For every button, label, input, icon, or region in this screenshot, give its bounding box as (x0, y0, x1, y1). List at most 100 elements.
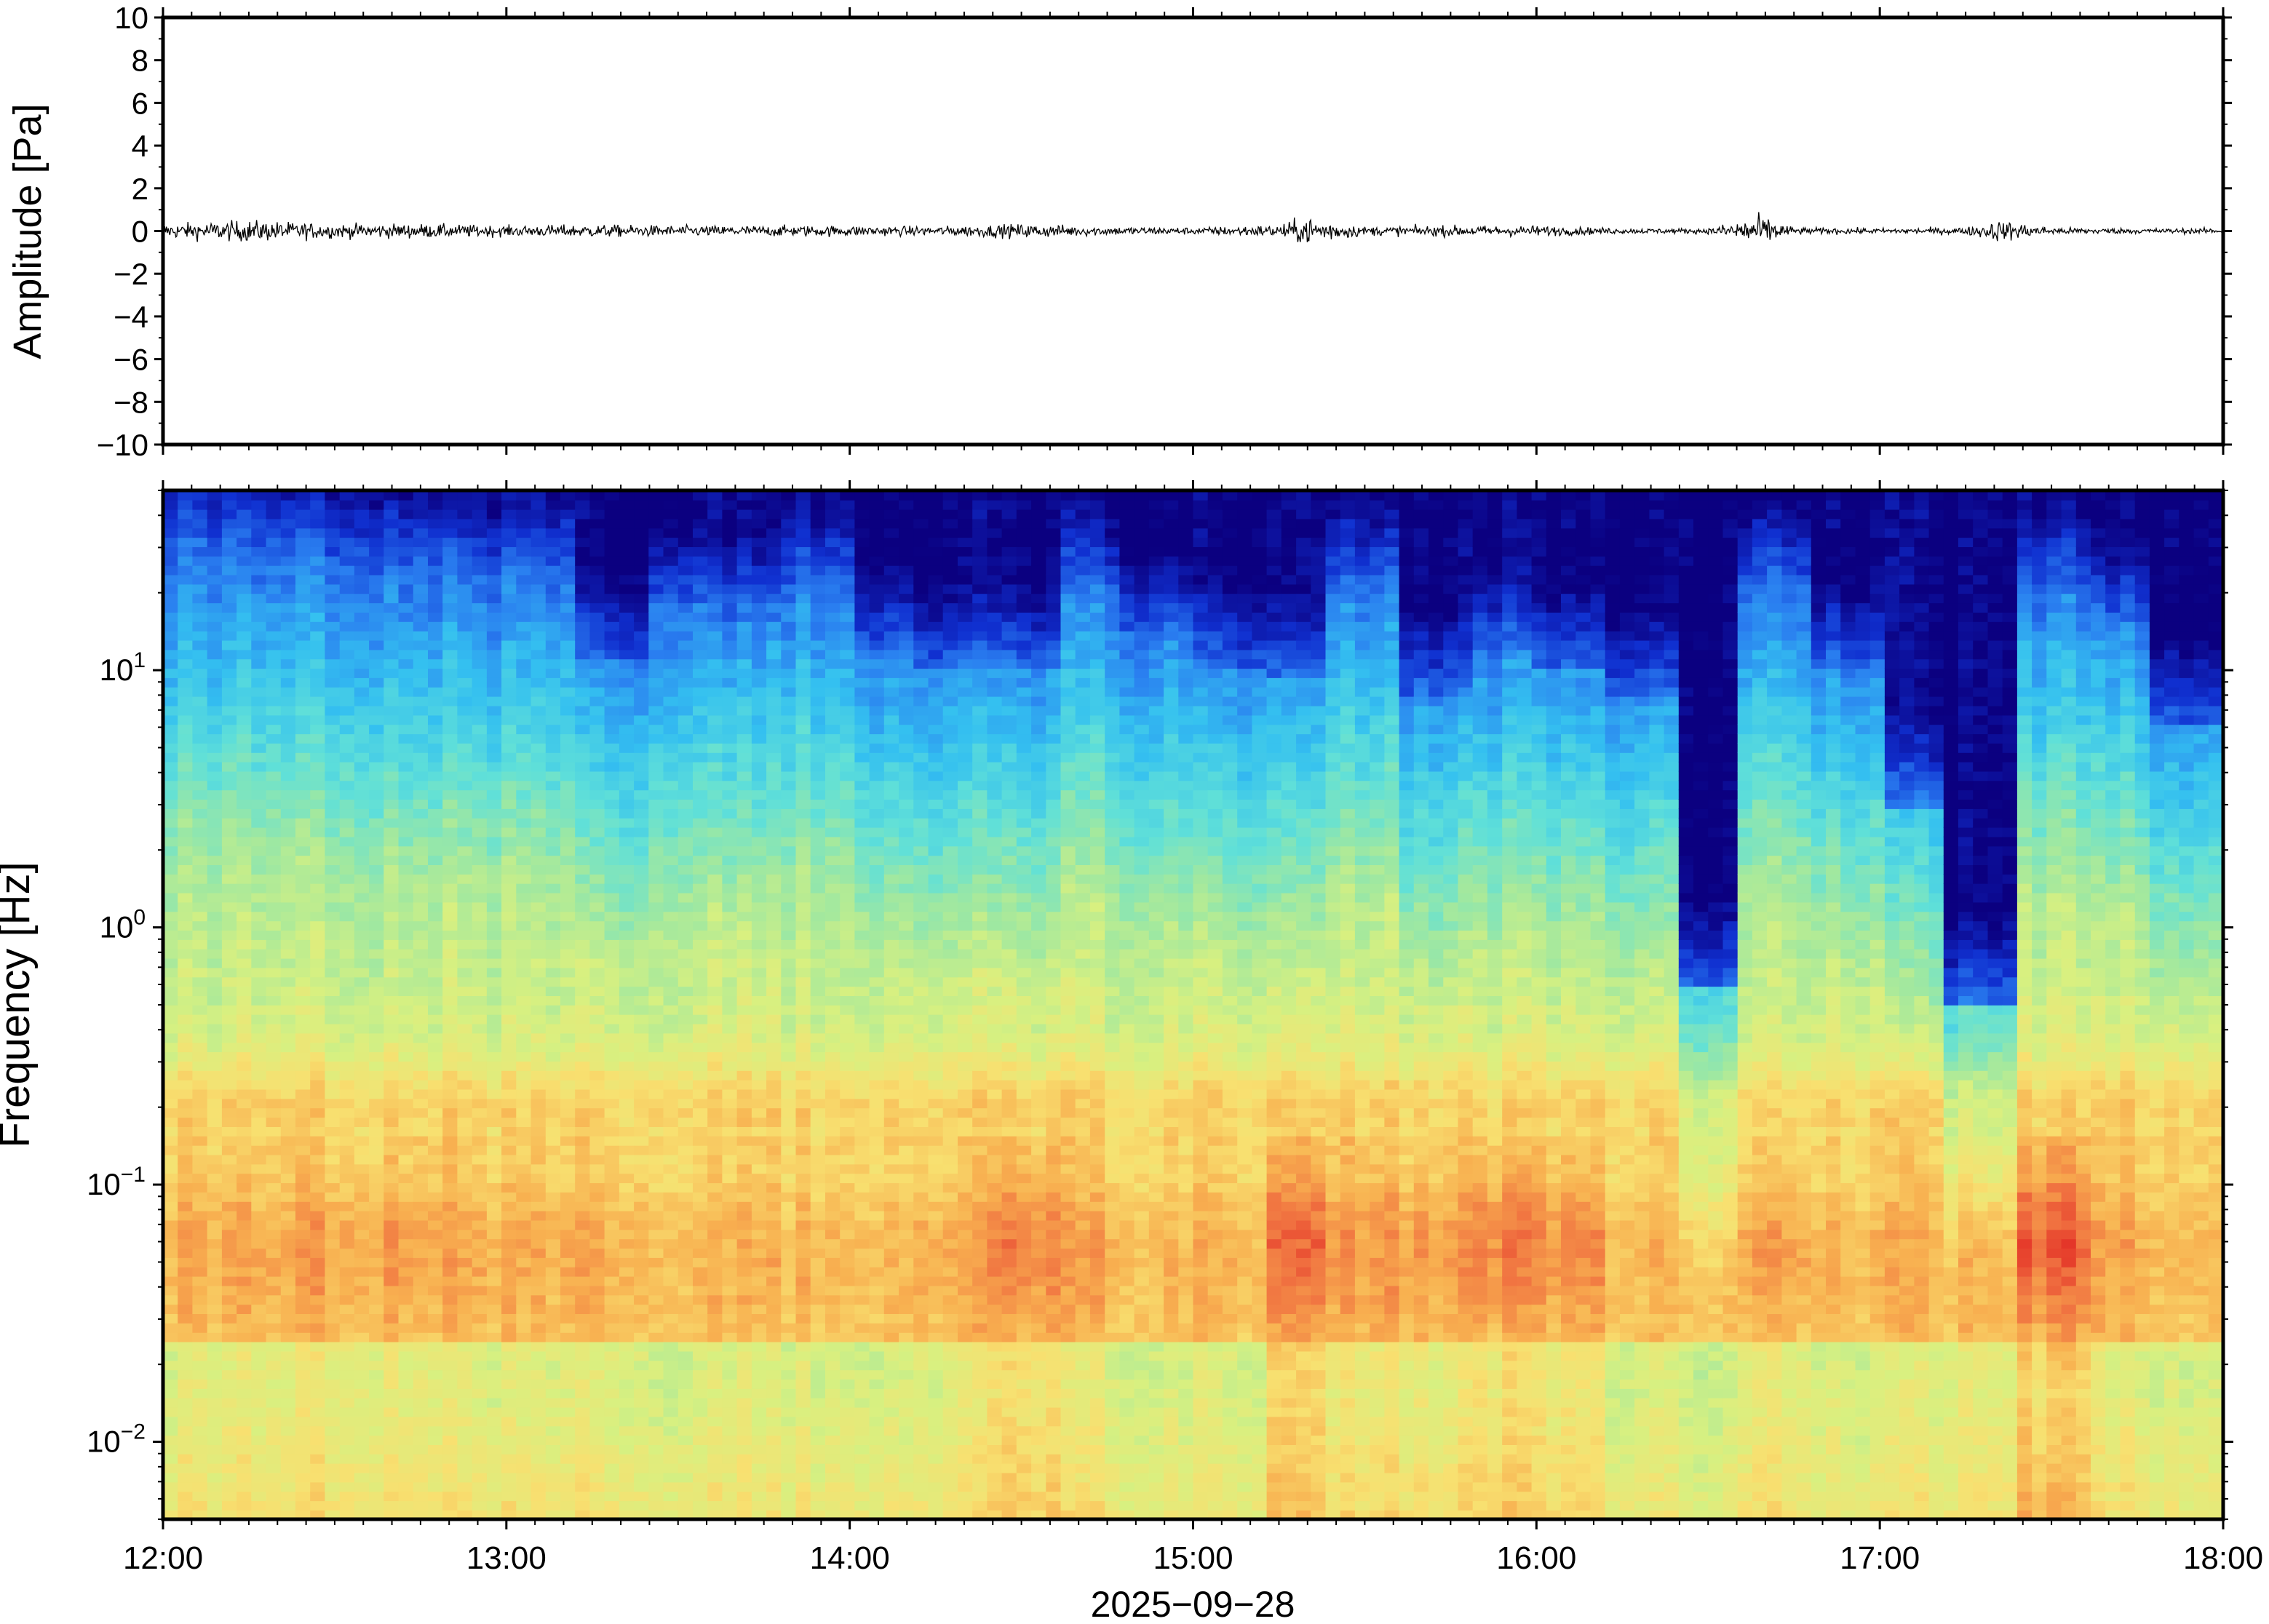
spectrogram-cell (413, 1462, 429, 1473)
spectrogram-cell (221, 780, 237, 791)
spectrogram-cell (516, 1500, 532, 1510)
spectrogram-cell (325, 1304, 341, 1314)
spectrogram-cell (619, 565, 635, 576)
spectrogram-cell (472, 1304, 488, 1314)
spectrogram-cell (339, 799, 355, 809)
spectrogram-cell (589, 1444, 605, 1454)
spectrogram-cell (237, 1304, 253, 1314)
spectrogram-cell (295, 1360, 311, 1371)
spectrogram-cell (266, 1275, 282, 1286)
spectrogram-cell (575, 640, 591, 650)
spectrogram-cell (736, 864, 752, 875)
spectrogram-cell (766, 995, 782, 1006)
spectrogram-cell (339, 696, 355, 706)
spectrogram-cell (589, 752, 605, 763)
spectrogram-cell (781, 1406, 797, 1417)
spectrogram-cell (604, 696, 620, 706)
spectrogram-cell (707, 1294, 723, 1305)
spectrogram-cell (295, 686, 311, 697)
spectrogram-cell (428, 1248, 443, 1258)
spectrogram-cell (516, 658, 532, 669)
spectrogram-cell (781, 1350, 797, 1361)
spectrogram-cell (560, 864, 576, 875)
spectrogram-cell (325, 1201, 341, 1211)
spectrogram-cell (486, 1210, 502, 1221)
spectrogram-cell (251, 789, 267, 800)
spectrogram-cell (221, 724, 237, 735)
spectrogram-cell (280, 1285, 296, 1296)
spectrogram-cell (457, 1173, 473, 1184)
spectrogram-cell (766, 528, 782, 538)
spectrogram-cell (604, 1182, 620, 1193)
spectrogram-cell (663, 1444, 679, 1454)
spectrogram-cell (575, 602, 591, 613)
spectrogram-cell (398, 1406, 414, 1417)
spectrogram-cell (766, 640, 782, 650)
spectrogram-cell (280, 1126, 296, 1137)
spectrogram-cell (663, 649, 679, 660)
spectrogram-cell (589, 1472, 605, 1483)
spectrogram-cell (178, 686, 194, 697)
spectrogram-cell (589, 1005, 605, 1015)
spectrogram-cell (178, 995, 194, 1006)
spectrogram-cell (398, 612, 414, 622)
spectrogram-cell (221, 490, 237, 501)
spectrogram-cell (707, 761, 723, 772)
spectrogram-cell (707, 1126, 723, 1137)
spectrogram-cell (207, 621, 223, 632)
spectrogram-cell (531, 696, 547, 706)
spectrogram-cell (619, 1313, 635, 1324)
spectrogram-cell (178, 883, 194, 893)
spectrogram-cell (369, 1454, 385, 1464)
spectrogram-cell (325, 1051, 341, 1062)
spectrogram-cell (163, 1032, 178, 1043)
spectrogram-cell (280, 1313, 296, 1324)
spectrogram-cell (501, 1304, 517, 1314)
spectrogram-cell (428, 1182, 443, 1193)
spectrogram-cell (442, 593, 458, 604)
spectrogram-cell (781, 724, 797, 735)
spectrogram-cell (442, 565, 458, 576)
spectrogram-cell (781, 1379, 797, 1389)
spectrogram-cell (531, 1510, 547, 1519)
spectrogram-cell (310, 612, 326, 622)
spectrogram-cell (339, 1500, 355, 1510)
spectrogram-cell (677, 677, 694, 688)
spectrogram-cell (207, 1051, 223, 1062)
spectrogram-cell (178, 1304, 194, 1314)
spectrogram-cell (545, 733, 561, 744)
spectrogram-cell (163, 537, 178, 547)
spectrogram-cell (442, 574, 458, 585)
spectrogram-cell (531, 1341, 547, 1352)
spectrogram-cell (589, 1275, 605, 1286)
spectrogram-cell (163, 1332, 178, 1342)
spectrogram-cell (707, 1201, 723, 1211)
spectrogram-cell (221, 1462, 237, 1473)
spectrogram-cell (384, 1266, 400, 1277)
spectrogram-cell (295, 528, 311, 538)
spectrogram-cell (221, 855, 237, 865)
spectrogram-cell (707, 1107, 723, 1118)
spectrogram-cell (339, 546, 355, 557)
spectrogram-cell (207, 986, 223, 996)
spectrogram-cell (634, 724, 650, 735)
spectrogram-cell (781, 1182, 797, 1193)
spectrogram-cell (413, 1360, 429, 1371)
spectrogram-cell (648, 855, 664, 865)
spectrogram-cell (295, 1248, 311, 1258)
spectrogram-cell (178, 1032, 194, 1043)
spectrogram-cell (251, 1201, 267, 1211)
spectrogram-cell (472, 1462, 488, 1473)
spectrogram-cell (634, 1117, 650, 1127)
spectrogram-cell (221, 817, 237, 828)
spectrogram-cell (516, 696, 532, 706)
spectrogram-cell (648, 1510, 664, 1519)
spectrogram-cell (398, 761, 414, 772)
spectrogram-cell (369, 808, 385, 819)
spectrogram-cell (781, 958, 797, 968)
spectrogram-cell (722, 696, 738, 706)
spectrogram-cell (472, 733, 488, 744)
spectrogram-cell (722, 1323, 738, 1333)
spectrogram-cell (398, 546, 414, 557)
spectrogram-cell (398, 1210, 414, 1221)
